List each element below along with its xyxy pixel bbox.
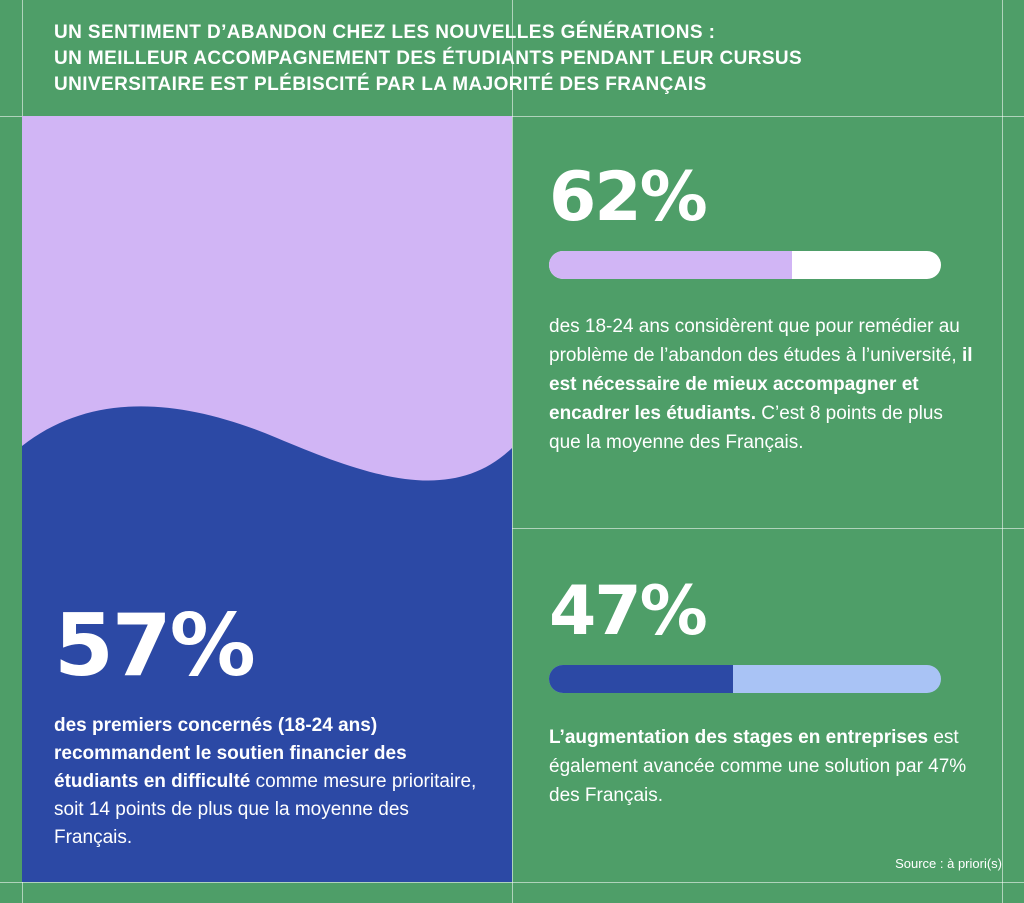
page-title: UN SENTIMENT D’ABANDON CHEZ LES NOUVELLE… [54, 20, 984, 98]
top-stat-bold-text: il est nécessaire de mieux accompagner e… [549, 345, 973, 424]
title-line-1: UN SENTIMENT D’ABANDON CHEZ LES NOUVELLE… [54, 22, 716, 43]
grid-line-right [1002, 0, 1003, 903]
grid-line-top [0, 116, 1024, 117]
source-note: Source : à priori(s) [895, 856, 1002, 871]
left-stat-panel: 57% des premiers concernés (18-24 ans) r… [22, 116, 512, 882]
bottom-stat-progress-bar [549, 665, 941, 693]
title-line-3: UNIVERSITAIRE EST PLÉBISCITÉ PAR LA MAJO… [54, 74, 707, 95]
bottom-stat-bold-text: L’augmentation des stages en entreprises [549, 727, 929, 748]
top-stat-progress-fill [549, 251, 793, 279]
top-stat-value: 62% [549, 158, 708, 237]
top-stat-text-2: C’est 8 points de plus que la moyenne de… [549, 403, 943, 453]
top-stat-progress-bar [549, 251, 941, 279]
bottom-stat-plain-text: est également avancée comme une solution… [549, 727, 967, 806]
top-stat-description: des 18-24 ans considèrent que pour reméd… [549, 312, 979, 457]
left-stat-description: des premiers concernés (18-24 ans) recom… [54, 712, 484, 852]
left-stat-plain-text: comme mesure prioritaire, soit 14 points… [54, 771, 477, 848]
grid-line-middle [512, 0, 513, 903]
left-stat-value: 57% [54, 596, 256, 696]
lavender-wave-shape [22, 116, 512, 481]
grid-line-center [512, 528, 1024, 529]
bottom-stat-progress-fill [549, 665, 734, 693]
grid-line-bottom [0, 882, 1024, 883]
bottom-stat-value: 47% [549, 572, 708, 651]
bottom-stat-description: L’augmentation des stages en entreprises… [549, 723, 979, 810]
title-line-2: UN MEILLEUR ACCOMPAGNEMENT DES ÉTUDIANTS… [54, 48, 803, 69]
top-stat-text-1: des 18-24 ans considèrent que pour reméd… [549, 316, 962, 366]
left-stat-bold-text: des premiers concernés (18-24 ans) recom… [54, 715, 407, 792]
